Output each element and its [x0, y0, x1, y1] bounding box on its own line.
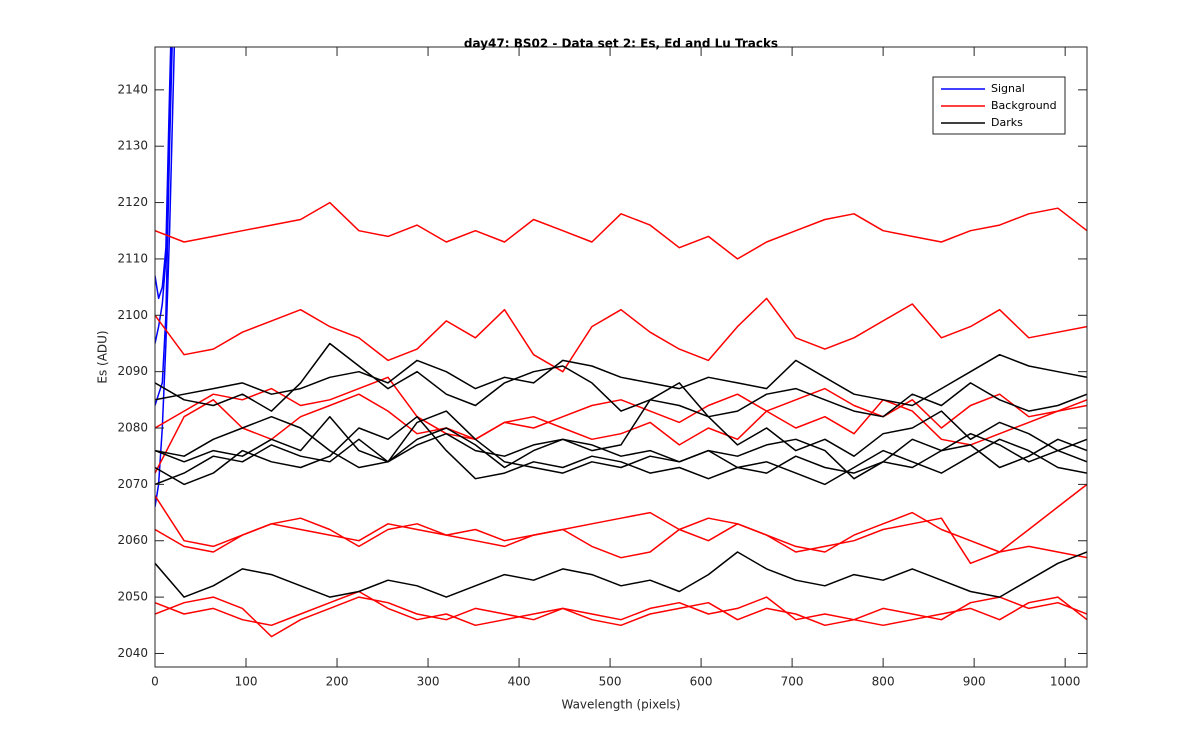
- track-line: [155, 47, 173, 406]
- y-tick-label: 2110: [117, 251, 148, 265]
- track-line: [155, 393, 1087, 474]
- x-axis-label: Wavelength (pixels): [561, 698, 680, 712]
- y-tick-label: 2040: [117, 646, 148, 660]
- y-tick-label: 2120: [117, 195, 148, 209]
- y-tick-label: 2130: [117, 139, 148, 153]
- x-tick-label: 300: [417, 675, 440, 689]
- chart-title: day47: BS02 - Data set 2: Es, Ed and Lu …: [464, 37, 778, 51]
- y-tick-label: 2050: [117, 590, 148, 604]
- x-tick-label: 1000: [1050, 675, 1081, 689]
- track-line: [155, 511, 1087, 559]
- y-tick-label: 2100: [117, 308, 148, 322]
- track-line: [155, 353, 1087, 407]
- x-tick-label: 900: [963, 675, 986, 689]
- track-line: [155, 415, 1087, 480]
- track-line: [155, 483, 1087, 565]
- y-tick-label: 2060: [117, 533, 148, 547]
- track-line: [155, 551, 1087, 598]
- x-tick-label: 400: [508, 675, 531, 689]
- track-line: [155, 415, 1087, 486]
- legend-label: Darks: [991, 116, 1023, 129]
- track-line: [155, 590, 1087, 627]
- track-line: [155, 297, 1087, 373]
- x-tick-label: 700: [781, 675, 804, 689]
- x-tick-label: 800: [872, 675, 895, 689]
- track-line: [155, 47, 172, 300]
- legend-label: Background: [991, 99, 1057, 112]
- y-tick-label: 2140: [117, 82, 148, 96]
- x-tick-label: 500: [599, 675, 622, 689]
- axes-box: [154, 46, 1088, 668]
- track-line: [155, 410, 1087, 486]
- legend-label: Signal: [991, 82, 1025, 95]
- track-line: [155, 376, 1087, 441]
- y-tick-label: 2090: [117, 364, 148, 378]
- y-tick-label: 2070: [117, 477, 148, 491]
- x-tick-label: 600: [690, 675, 713, 689]
- track-line: [155, 342, 1087, 418]
- y-tick-label: 2080: [117, 421, 148, 435]
- x-tick-label: 200: [326, 675, 349, 689]
- x-tick-label: 0: [151, 675, 159, 689]
- track-line: [155, 596, 1087, 638]
- track-line: [155, 201, 1087, 260]
- plot-lines: [155, 47, 1087, 638]
- track-line: [155, 47, 173, 344]
- plot-area: [155, 47, 1087, 667]
- y-axis-label: Es (ADU): [96, 330, 110, 383]
- x-tick-label: 100: [235, 675, 258, 689]
- track-line: [155, 382, 1087, 469]
